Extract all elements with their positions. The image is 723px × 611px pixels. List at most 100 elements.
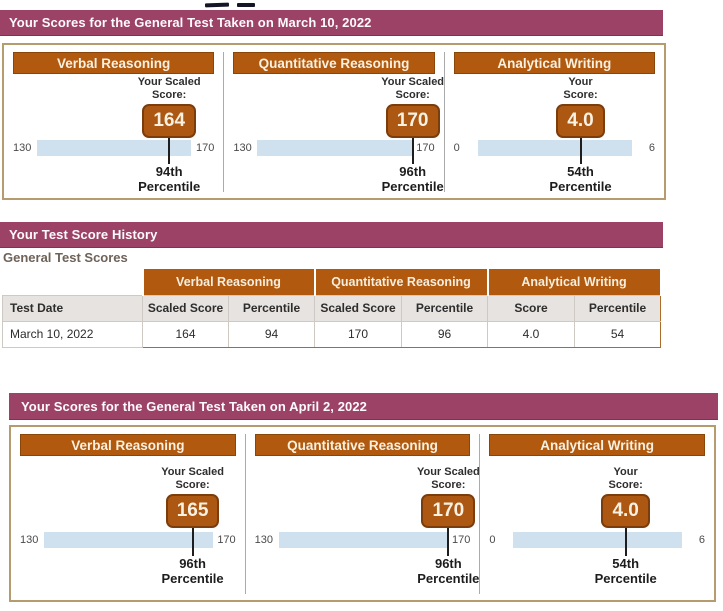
score-marker: Your Score: 4.0 54th Percentile (526, 76, 636, 194)
col-header-percentile-q: Percentile (400, 294, 489, 322)
score-label-line2: Score: (563, 88, 598, 101)
percentile-label: 54th Percentile (571, 556, 681, 586)
score-track: Your Scaled Score: 165 96th Percentile (45, 456, 224, 595)
score-scale: 0 6 (489, 532, 705, 548)
panel-quant-1: Quantitative Reasoning 130 170 Your Scal… (223, 52, 444, 195)
panel-quant-2: Quantitative Reasoning 130 170 Your Scal… (244, 434, 480, 595)
percentile-word: Percentile (417, 570, 480, 586)
col-header-percentile-v: Percentile (228, 294, 315, 322)
percentile-value: 54th (567, 164, 594, 180)
screen-artifact-dash (204, 2, 230, 8)
marker-stem (411, 138, 414, 165)
percentile-value: 96th (179, 556, 206, 572)
cell-quant-percentile: 96 (400, 320, 489, 348)
score-marker: Your Scaled Score: 164 94th Percentile (114, 76, 224, 194)
score-badge: 4.0 (556, 104, 605, 139)
score-label: Your Score: (526, 76, 636, 101)
table-subheader-row: Test Date Scaled Score Percentile Scaled… (2, 294, 662, 322)
percentile-word: Percentile (381, 178, 444, 194)
score-badge: 165 (165, 494, 220, 529)
bar-min-label: 130 (233, 142, 252, 154)
score-label-line1: Your Scaled (416, 466, 480, 478)
cell-test-date: March 10, 2022 (2, 320, 143, 348)
panel-title: Quantitative Reasoning (254, 434, 471, 456)
score-label-line1: Your Scaled (137, 76, 201, 88)
score-track: Your Scaled Score: 170 96th Percentile (280, 456, 480, 595)
score-label-line2: Score: (175, 478, 210, 491)
panel-verbal-1: Verbal Reasoning 130 170 Your Scaled Sco… (4, 52, 223, 195)
percentile-label: 96th Percentile (138, 556, 248, 586)
history-banner: Your Test Score History (0, 222, 663, 248)
marker-stem (447, 528, 450, 557)
score-label-line1: Your (613, 466, 638, 478)
score-label-line1: Your (568, 76, 593, 88)
score-bar (37, 140, 192, 156)
score-label-line1: Your Scaled (161, 466, 224, 478)
panel-body: 130 170 Your Scaled Score: 165 (20, 456, 236, 595)
score-scale: 130 170 (233, 140, 435, 156)
score-label-line2: Score: (395, 88, 430, 101)
group-header-writing: Analytical Writing (486, 269, 662, 295)
score-label-line2: Score: (608, 478, 643, 491)
bar-max-label: 170 (195, 142, 215, 154)
score-track: Your Scaled Score: 164 94th Percentile (38, 74, 201, 195)
score-bar (257, 140, 412, 156)
score-badge: 164 (142, 104, 197, 139)
col-header-score-aw: Score (487, 294, 576, 322)
percentile-word: Percentile (549, 178, 612, 194)
panel-body: 130 170 Your Scaled Score: 170 (233, 74, 444, 195)
panel-title: Analytical Writing (489, 434, 706, 456)
percentile-value: 96th (434, 556, 462, 572)
panel-verbal-2: Verbal Reasoning 130 170 Your Scaled Sco… (11, 434, 245, 594)
score-track: Your Score: 4.0 54th Percentile (514, 456, 683, 595)
section2-score-container: Verbal Reasoning 130 170 Your Scaled Sco… (9, 425, 716, 602)
bar-max-label: 170 (451, 534, 471, 546)
bar-min-label: 130 (20, 534, 39, 546)
history-subtitle: General Test Scores (3, 250, 128, 265)
panel-writing-2: Analytical Writing 0 6 Your Score: (479, 434, 714, 594)
score-scale: 130 170 (255, 532, 471, 548)
score-badge: 170 (421, 494, 476, 529)
score-label: Your Scaled Score: (393, 466, 503, 491)
panel-body: 0 6 Your Score: 4.0 (489, 456, 705, 595)
score-scale: 130 170 (20, 532, 236, 548)
score-marker: Your Scaled Score: 165 96th Percentile (138, 466, 248, 586)
score-marker: Your Score: 4.0 54th Percentile (571, 466, 681, 586)
cell-writing-percentile: 54 (574, 320, 662, 348)
score-label-line2: Score: (152, 88, 187, 101)
table-spacer-cell (2, 269, 143, 295)
section2-panels: Verbal Reasoning 130 170 Your Scaled Sco… (11, 427, 714, 600)
table-row: March 10, 2022 164 94 170 96 4.0 54 (2, 320, 662, 348)
cell-quant-score: 170 (314, 320, 402, 348)
score-label-line2: Score: (431, 478, 466, 491)
score-label: Your Scaled Score: (138, 466, 248, 491)
col-header-percentile-aw: Percentile (574, 294, 662, 322)
panel-title: Verbal Reasoning (20, 434, 236, 456)
screen-artifact-dash (237, 3, 255, 7)
score-bar (513, 532, 683, 548)
section1-panels: Verbal Reasoning 130 170 Your Scaled Sco… (4, 45, 664, 198)
col-header-scaled-score-q: Scaled Score (314, 294, 402, 322)
panel-title: Analytical Writing (453, 52, 655, 74)
score-label: Your Scaled Score: (114, 76, 224, 101)
panel-title: Verbal Reasoning (13, 52, 215, 74)
bar-min-label: 130 (13, 142, 32, 154)
score-label: Your Score: (571, 466, 681, 491)
bar-max-label: 6 (648, 142, 655, 154)
percentile-word: Percentile (161, 570, 224, 586)
cell-verbal-score: 164 (142, 320, 229, 348)
panel-body: 130 170 Your Scaled Score: 170 (255, 456, 480, 595)
score-scale: 0 6 (454, 140, 655, 156)
score-label: Your Scaled Score: (358, 76, 468, 101)
score-track: Your Score: 4.0 54th Percentile (479, 74, 633, 195)
group-header-quant: Quantitative Reasoning (313, 269, 489, 295)
marker-stem (168, 138, 171, 165)
panel-body: 0 6 Your Score: 4.0 (454, 74, 655, 195)
bar-max-label: 170 (217, 534, 236, 546)
score-badge: 4.0 (601, 494, 650, 529)
marker-stem (191, 528, 194, 557)
section1-score-container: Verbal Reasoning 130 170 Your Scaled Sco… (2, 43, 666, 200)
panel-body: 130 170 Your Scaled Score: 164 (13, 74, 214, 195)
percentile-label: 54th Percentile (526, 164, 636, 194)
cell-writing-score: 4.0 (487, 320, 576, 348)
